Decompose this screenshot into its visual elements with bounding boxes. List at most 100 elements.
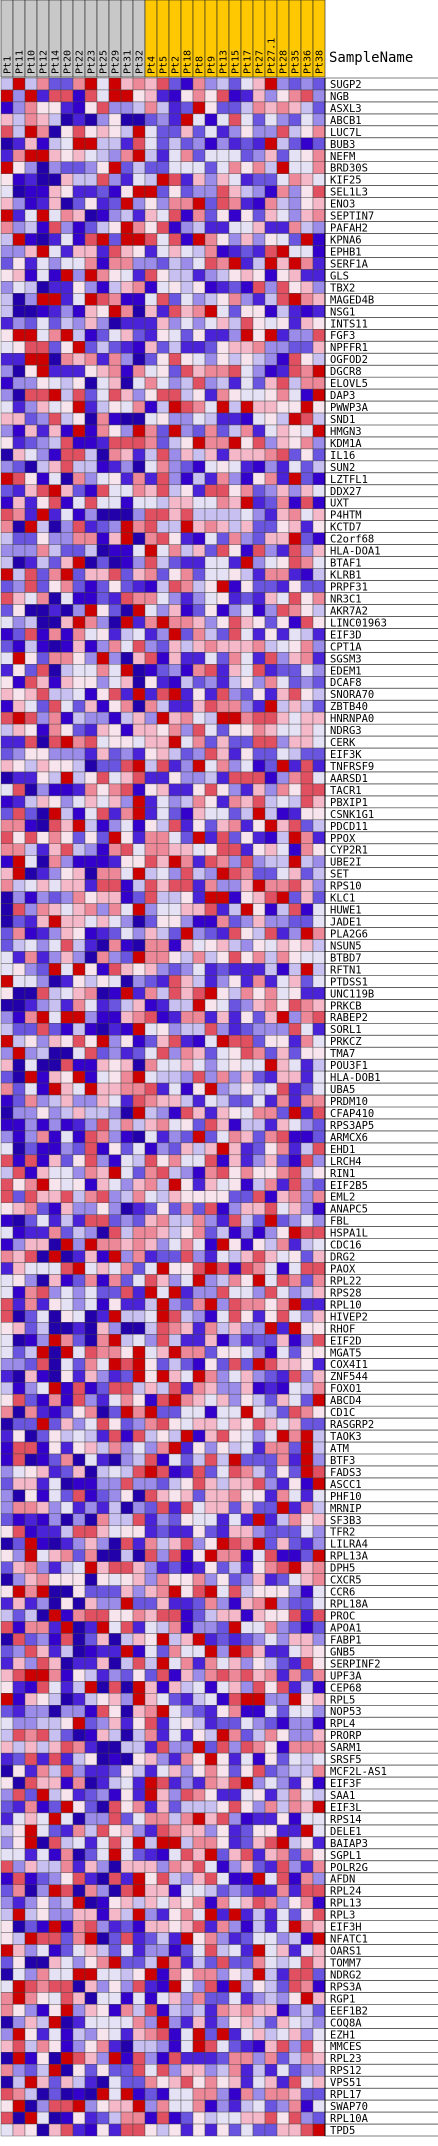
heatmap-cell [157,1873,169,1885]
heatmap-cell [205,1179,217,1191]
heatmap-cell [85,664,97,676]
heatmap-cell [73,533,85,545]
heatmap-cell [157,1801,169,1813]
heatmap-cell [205,2028,217,2040]
heatmap-cell [73,461,85,473]
heatmap-cell [301,1167,313,1179]
heatmap-cell [205,1119,217,1131]
heatmap-cell [1,437,13,449]
heatmap-cell [301,1921,313,1933]
heatmap-cell [241,281,253,293]
heatmap-cell [157,1885,169,1897]
heatmap-cell [133,1550,145,1562]
heatmap-cell [229,174,241,186]
heatmap-cell [289,593,301,605]
heatmap-cell [13,1705,25,1717]
heatmap-cell [97,939,109,951]
heatmap-cell [157,90,169,102]
heatmap-cell [97,1035,109,1047]
heatmap-cell [301,401,313,413]
heatmap-cell [241,1909,253,1921]
heatmap-cell [37,664,49,676]
heatmap-cell [289,1215,301,1227]
heatmap-cell [313,844,325,856]
heatmap-cell [217,640,229,652]
heatmap-cell [97,712,109,724]
heatmap-cell [61,640,73,652]
heatmap-cell [97,533,109,545]
heatmap-cell [85,293,97,305]
heatmap-cell [181,1741,193,1753]
heatmap-cell [1,102,13,114]
heatmap-cell [265,1059,277,1071]
heatmap-cell [25,1741,37,1753]
heatmap-cell [181,604,193,616]
heatmap-cell [229,1382,241,1394]
heatmap-cell [313,557,325,569]
row-label: SORL1 [330,1024,362,1036]
heatmap-cell [61,975,73,987]
heatmap-cell [37,581,49,593]
heatmap-cell [61,1035,73,1047]
heatmap-cell [145,844,157,856]
heatmap-cell [109,951,121,963]
heatmap-cell [289,939,301,951]
heatmap-cell [241,1622,253,1634]
heatmap-cell [109,2004,121,2016]
heatmap-cell [157,1382,169,1394]
heatmap-cell [13,2064,25,2076]
row-label: AKR7A2 [330,605,368,617]
heatmap-cell [85,509,97,521]
heatmap-cell [217,581,229,593]
heatmap-cell [73,1717,85,1729]
heatmap-cell [61,1322,73,1334]
heatmap-cell [121,1681,133,1693]
heatmap-cell [289,1310,301,1322]
heatmap-cell [13,1442,25,1454]
heatmap-cell [289,162,301,174]
heatmap-cell [13,1645,25,1657]
heatmap-cell [61,1633,73,1645]
heatmap-cell [265,186,277,198]
heatmap-cell [133,1011,145,1023]
heatmap-cell [13,210,25,222]
row-label: BTF3 [330,1455,355,1467]
heatmap-cell [73,365,85,377]
row-label: HIVEP2 [330,1311,368,1323]
heatmap-cell [1,975,13,987]
heatmap-cell [121,1191,133,1203]
heatmap-cell [241,904,253,916]
heatmap-cell [85,808,97,820]
heatmap-cell [205,413,217,425]
heatmap-cell [37,808,49,820]
heatmap-cell [49,844,61,856]
heatmap-cell [313,1562,325,1574]
heatmap-cell [301,1837,313,1849]
heatmap-cell [193,1167,205,1179]
heatmap-cell [49,1502,61,1514]
heatmap-cell [229,485,241,497]
heatmap-cell [265,126,277,138]
heatmap-cell [217,329,229,341]
heatmap-cell [265,939,277,951]
heatmap-cell [49,293,61,305]
heatmap-cell [97,1897,109,1909]
heatmap-cell [217,1801,229,1813]
heatmap-cell [277,353,289,365]
heatmap-cell [217,1837,229,1849]
heatmap-cell [193,246,205,258]
heatmap-cell [193,604,205,616]
heatmap-cell [61,1622,73,1634]
heatmap-cell [133,485,145,497]
heatmap-cell [85,425,97,437]
column-label: Pt36 [303,50,314,74]
heatmap-cell [25,485,37,497]
heatmap-cell [301,951,313,963]
heatmap-cell [169,736,181,748]
heatmap-cell [97,1657,109,1669]
heatmap-cell [253,2004,265,2016]
heatmap-cell [193,1334,205,1346]
heatmap-cell [61,1155,73,1167]
heatmap-cell [73,1239,85,1251]
heatmap-cell [265,1526,277,1538]
